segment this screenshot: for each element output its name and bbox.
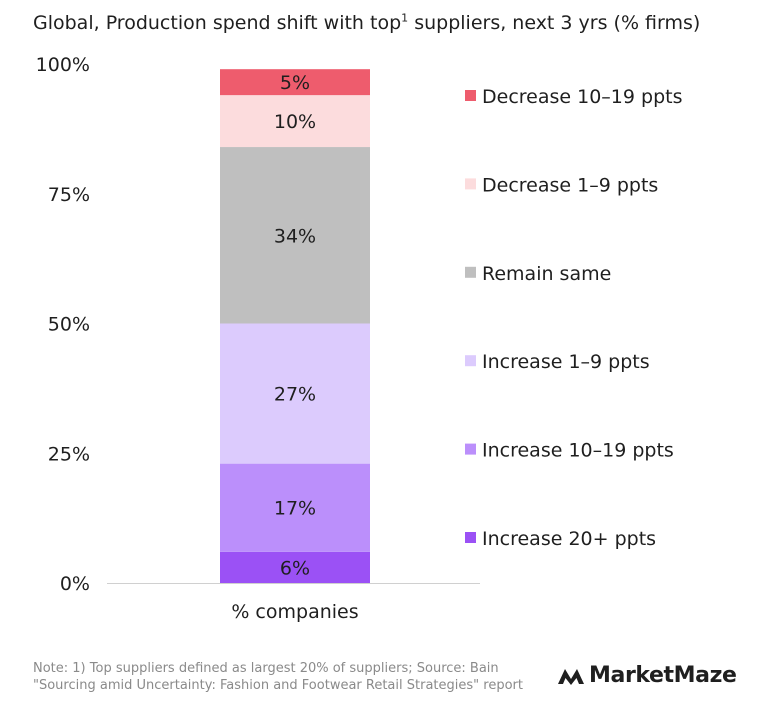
bar-segment [220, 463, 370, 552]
y-tick-label: 50% [48, 314, 90, 336]
brand-name: MarketMaze [589, 663, 737, 688]
bar-segments: 6% 17% 27% 34% 10% 5% [220, 69, 370, 583]
legend-label: Decrease 10–19 ppts [482, 86, 682, 108]
footnote-line-1: Note: 1) Top suppliers defined as larges… [33, 661, 499, 676]
data-label: 27% [274, 384, 316, 406]
bar-segment [220, 69, 370, 96]
legend-label: Increase 20+ ppts [482, 528, 656, 550]
chart-title: Global, Production spend shift with top1… [33, 11, 700, 35]
y-tick-label: 25% [48, 443, 90, 465]
y-axis: 0% 25% 50% 75% 100% [36, 54, 90, 595]
brand-mark-icon [558, 668, 584, 685]
data-label: 17% [274, 498, 316, 520]
bar-segment [220, 147, 370, 324]
y-tick-label: 75% [48, 184, 90, 206]
chart-title-main: Global, Production spend shift with top [33, 12, 402, 34]
chart-title-rest: suppliers, next 3 yrs (% firms) [408, 12, 701, 34]
legend-swatch [465, 355, 476, 367]
brand-logo: MarketMaze [557, 663, 737, 688]
data-label: 5% [280, 72, 310, 94]
legend-swatch [465, 532, 476, 543]
legend-label: Increase 1–9 ppts [482, 351, 650, 373]
stacked-bar-chart: 0% 25% 50% 75% 100% 6% 17% 27% 34% 10% 5% % compa… [36, 54, 683, 623]
legend-swatch [465, 266, 476, 278]
legend-swatch [465, 178, 476, 190]
x-category-label: % companies [231, 601, 358, 623]
legend-label: Increase 10–19 ppts [482, 440, 674, 462]
bar-segment [220, 551, 370, 583]
chart-title-superscript: 1 [401, 11, 409, 25]
data-label: 10% [274, 111, 316, 133]
y-tick-label: 100% [36, 54, 90, 76]
footnote: Note: 1) Top suppliers defined as larges… [33, 660, 523, 694]
data-label: 34% [274, 225, 316, 247]
legend: Decrease 10–19 ppts Decrease 1–9 ppts Rema… [465, 86, 682, 550]
footnote-line-2: "Sourcing amid Uncertainty: Fashion and … [33, 678, 523, 693]
x-axis: % companies [231, 601, 358, 623]
legend-swatch [465, 90, 476, 101]
y-tick-label: 0% [60, 573, 90, 595]
bar-segment [220, 95, 370, 148]
bar-segment [220, 323, 370, 464]
legend-label: Decrease 1–9 ppts [482, 174, 658, 196]
legend-label: Remain same [482, 263, 611, 285]
legend-swatch [465, 443, 476, 455]
data-label: 6% [280, 557, 310, 579]
